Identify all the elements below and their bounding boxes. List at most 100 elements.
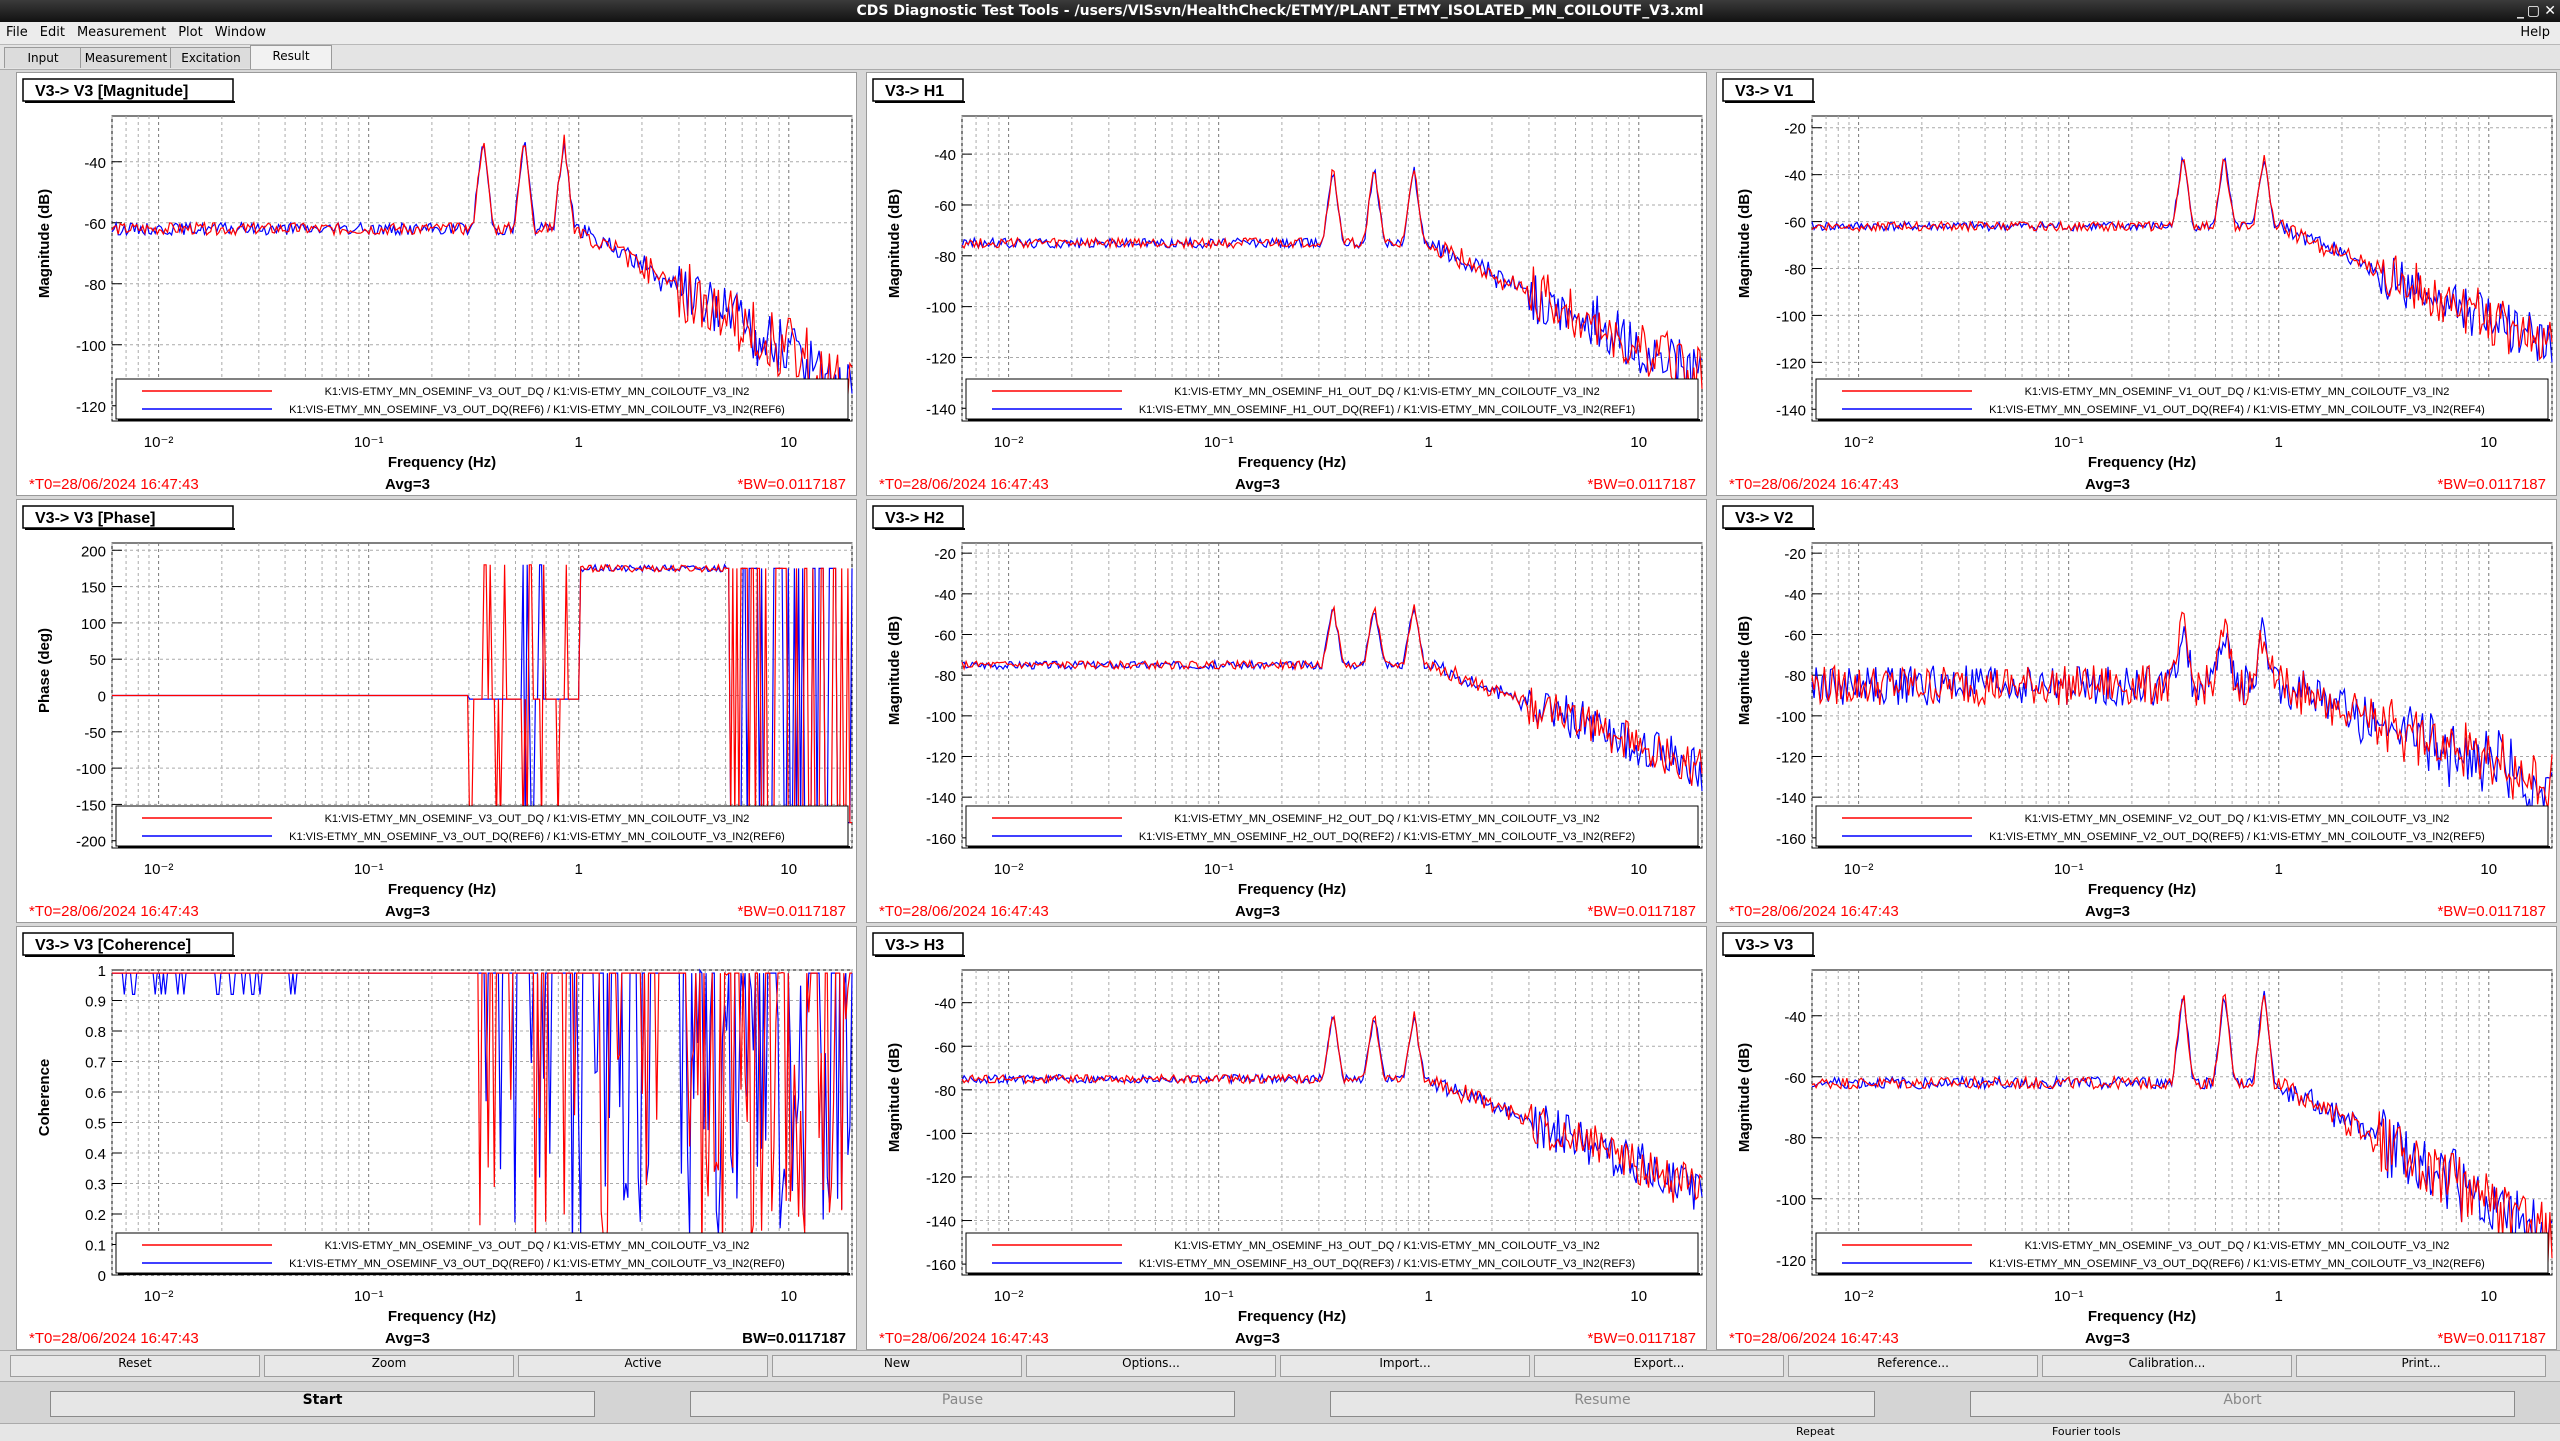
y-tick-label: -100 [1776, 308, 1806, 325]
legend-shadow [118, 1273, 850, 1275]
y-axis-label: Magnitude (dB) [886, 189, 903, 298]
plot-panel[interactable]: V3-> H1 -40 -60 -80 -100 -120 -140 10⁻² 10⁻¹ 1 10 F… [866, 72, 1707, 496]
plot-title-shadow [25, 101, 235, 103]
plot-svg[interactable]: V3-> V1 -20 -40 -60 -80 -100 -120 -140 10⁻² 10⁻¹ 1… [1717, 73, 2558, 497]
y-tick-label: 50 [89, 652, 106, 669]
tab-excitation[interactable]: Excitation [170, 47, 252, 68]
y-tick-label: -140 [926, 401, 956, 418]
y-tick-label: 0.7 [85, 1055, 106, 1072]
menu-help[interactable]: Help [2520, 25, 2550, 40]
y-tick-label: 150 [81, 580, 106, 597]
footer-bw: *BW=0.0117187 [737, 476, 846, 493]
close-icon[interactable]: ✕ [2544, 3, 2556, 19]
plot-svg[interactable]: V3-> V3 [Phase] 200 150 100 50 0 -50 -100 -150 -2… [17, 500, 858, 924]
plot-title-shadow [25, 528, 235, 530]
menu-window[interactable]: Window [214, 25, 266, 40]
minimize-icon[interactable]: _ [2517, 3, 2524, 19]
plot-title-shadow [1725, 101, 1815, 103]
legend-entry: K1:VIS-ETMY_MN_OSEMINF_V3_OUT_DQ / K1:VI… [2025, 1240, 2450, 1252]
x-tick-label: 10⁻² [144, 861, 174, 878]
legend-box [115, 378, 849, 420]
menu-file[interactable]: File [6, 25, 28, 40]
zoom-button[interactable]: Zoom [264, 1355, 514, 1377]
y-tick-label: -50 [84, 725, 106, 742]
y-tick-label: -40 [1784, 1009, 1806, 1026]
plot-panel[interactable]: V3-> V1 -20 -40 -60 -80 -100 -120 -140 10⁻² 10⁻¹ 1… [1716, 72, 2557, 496]
y-tick-label: -120 [1776, 1253, 1806, 1270]
legend-entry: K1:VIS-ETMY_MN_OSEMINF_V1_OUT_DQ / K1:VI… [2025, 386, 2450, 398]
y-tick-label: -40 [1784, 168, 1806, 185]
footer-avg: Avg=3 [2085, 903, 2130, 920]
footer-avg: Avg=3 [1235, 903, 1280, 920]
plot-svg[interactable]: V3-> H2 -20 -40 -60 -80 -100 -120 -140 -160 10⁻² 1… [867, 500, 1708, 924]
x-tick-label: 1 [1425, 861, 1433, 878]
plot-frame [1811, 542, 2553, 849]
new-button[interactable]: New [772, 1355, 1022, 1377]
grid-lines [1811, 543, 2553, 848]
data-series-line [112, 971, 852, 1260]
tab-result[interactable]: Result [250, 45, 332, 69]
x-tick-label: 10 [2480, 1288, 2497, 1305]
x-tick-label: 1 [575, 1288, 583, 1305]
tab-measurement[interactable]: Measurement [80, 47, 172, 68]
legend-entry: K1:VIS-ETMY_MN_OSEMINF_V3_OUT_DQ / K1:VI… [325, 1240, 750, 1252]
x-tick-label: 10⁻¹ [354, 434, 384, 451]
plot-panel[interactable]: V3-> V3 [Magnitude] -40 -60 -80 -100 -120 10⁻²… [16, 72, 857, 496]
plot-svg[interactable]: V3-> V3 -40 -60 -80 -100 -120 10⁻² 10⁻¹ 1 10 Frequ… [1717, 927, 2558, 1351]
plot-panel[interactable]: V3-> H2 -20 -40 -60 -80 -100 -120 -140 -160 10⁻² 1… [866, 499, 1707, 923]
footer-t0: *T0=28/06/2024 16:47:43 [879, 476, 1049, 493]
plot-svg[interactable]: V3-> V3 [Coherence] 1 0.9 0.8 0.7 0.6 0.5 0.4 0.… [17, 927, 858, 1351]
y-tick-label: 200 [81, 543, 106, 560]
x-tick-label: 10⁻¹ [2054, 434, 2084, 451]
export-button[interactable]: Export... [1534, 1355, 1784, 1377]
print-button[interactable]: Print... [2296, 1355, 2546, 1377]
plot-svg[interactable]: V3-> V2 -20 -40 -60 -80 -100 -120 -140 -160 10⁻² 1… [1717, 500, 2558, 924]
calibration-button[interactable]: Calibration... [2042, 1355, 2292, 1377]
footer-bw: *BW=0.0117187 [2437, 1330, 2546, 1347]
plot-title: V3-> V3 [Phase] [35, 510, 156, 527]
reset-button[interactable]: Reset [10, 1355, 260, 1377]
plot-svg[interactable]: V3-> H1 -40 -60 -80 -100 -120 -140 10⁻² 10⁻¹ 1 10 F… [867, 73, 1708, 497]
data-curves [112, 563, 853, 827]
start-button[interactable]: Start [50, 1391, 595, 1417]
plot-panel[interactable]: V3-> V2 -20 -40 -60 -80 -100 -120 -140 -160 10⁻² 1… [1716, 499, 2557, 923]
menu-plot[interactable]: Plot [178, 25, 203, 40]
grid-lines [111, 969, 853, 1276]
x-tick-label: 10⁻² [1844, 861, 1874, 878]
y-tick-label: -120 [76, 399, 106, 416]
legend-entry: K1:VIS-ETMY_MN_OSEMINF_H1_OUT_DQ(REF1) /… [1139, 404, 1635, 416]
pause-button[interactable]: Pause [690, 1391, 1235, 1417]
data-curves [1811, 611, 2553, 818]
menu-measurement[interactable]: Measurement [76, 25, 167, 40]
y-axis-label: Magnitude (dB) [36, 189, 53, 298]
active-button[interactable]: Active [518, 1355, 768, 1377]
plot-panel[interactable]: V3-> V3 [Coherence] 1 0.9 0.8 0.7 0.6 0.5 0.4 0.… [16, 926, 857, 1350]
x-tick-label: 10 [1630, 434, 1647, 451]
plot-panel[interactable]: V3-> V3 -40 -60 -80 -100 -120 10⁻² 10⁻¹ 1 10 Frequ… [1716, 926, 2557, 1350]
x-tick-label: 10⁻² [1844, 434, 1874, 451]
plot-panel[interactable]: V3-> H3 -40 -60 -80 -100 -120 -140 -160 10⁻² 10⁻¹… [866, 926, 1707, 1350]
y-tick-label: -40 [934, 996, 956, 1013]
plot-svg[interactable]: V3-> H3 -40 -60 -80 -100 -120 -140 -160 10⁻² 10⁻¹… [867, 927, 1708, 1351]
reference-button[interactable]: Reference... [1788, 1355, 2038, 1377]
y-tick-label: -60 [1784, 1070, 1806, 1087]
import-button[interactable]: Import... [1280, 1355, 1530, 1377]
footer-avg: Avg=3 [1235, 476, 1280, 493]
tab-input[interactable]: Input [4, 47, 82, 68]
options-button[interactable]: Options... [1026, 1355, 1276, 1377]
data-series-line [1811, 990, 2553, 1259]
x-tick-label: 10⁻² [144, 434, 174, 451]
legend-entry: K1:VIS-ETMY_MN_OSEMINF_V3_OUT_DQ / K1:VI… [325, 813, 750, 825]
menu-edit[interactable]: Edit [39, 25, 65, 40]
resume-button[interactable]: Resume [1330, 1391, 1875, 1417]
plot-title: V3-> V1 [1735, 83, 1793, 100]
footer-bw: *BW=0.0117187 [2437, 476, 2546, 493]
plot-svg[interactable]: V3-> V3 [Magnitude] -40 -60 -80 -100 -120 10⁻²… [17, 73, 858, 497]
plot-panel[interactable]: V3-> V3 [Phase] 200 150 100 50 0 -50 -100 -150 -2… [16, 499, 857, 923]
maximize-icon[interactable]: ▢ [2526, 3, 2540, 19]
abort-button[interactable]: Abort [1970, 1391, 2515, 1417]
legend-shadow [1818, 1273, 2550, 1275]
y-tick-label: -100 [926, 1126, 956, 1143]
x-axis-label: Frequency (Hz) [2088, 454, 2196, 471]
plot-title-shadow [1725, 528, 1815, 530]
